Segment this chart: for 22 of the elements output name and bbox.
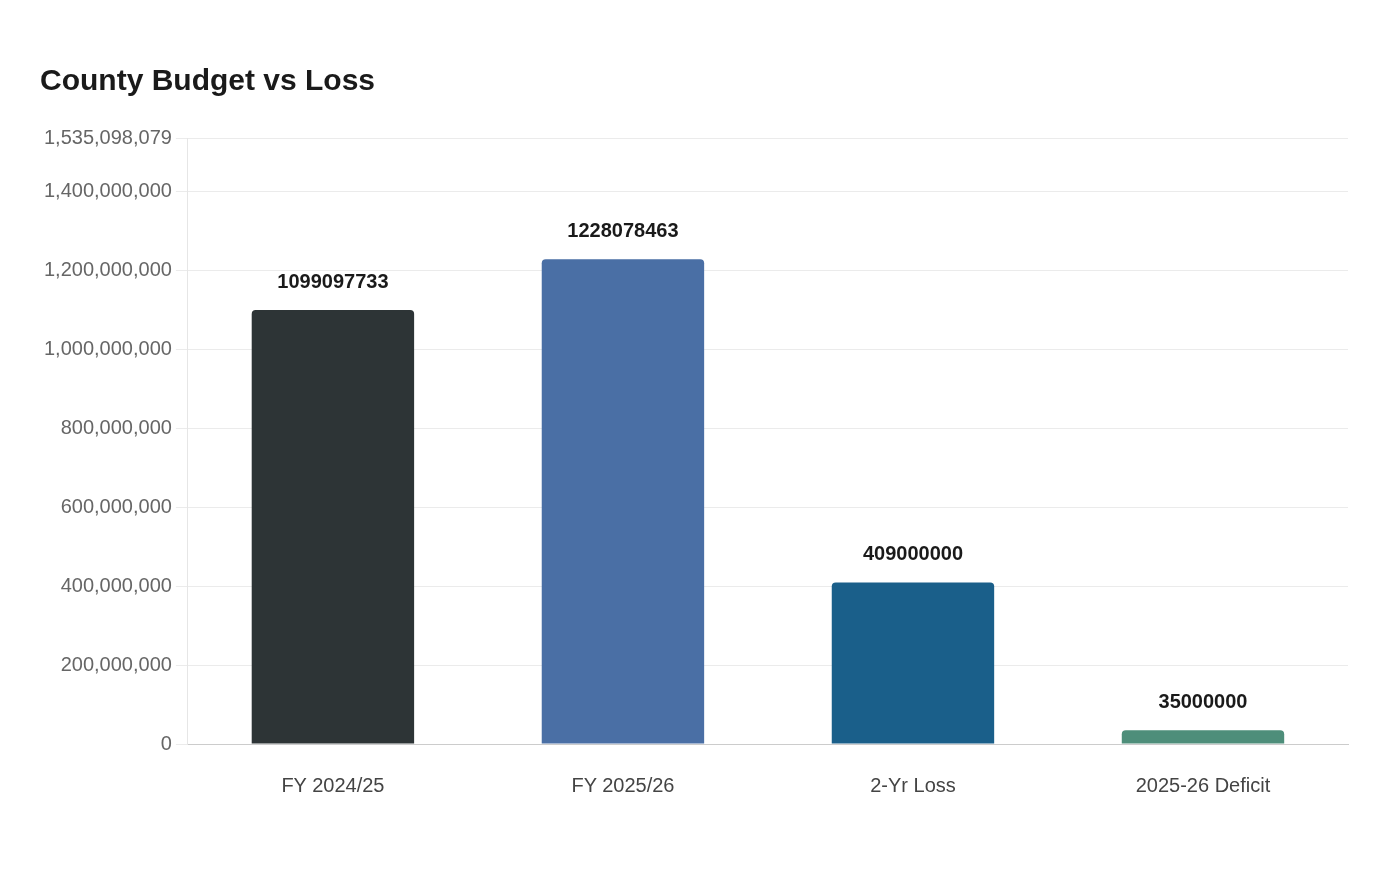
data-label: 35000000	[1158, 689, 1248, 712]
y-tick-label: 1,000,000,000	[43, 336, 172, 359]
x-tick-label: FY 2024/25	[281, 773, 385, 796]
y-tick-label: 1,400,000,000	[43, 178, 172, 201]
y-tick-label: 600,000,000	[60, 494, 172, 517]
bar	[831, 582, 995, 744]
x-tick-label: 2025-26 Deficit	[1135, 773, 1271, 796]
y-tick-label: 1,200,000,000	[43, 257, 172, 280]
data-label: 1228078463	[567, 218, 679, 241]
y-tick-label: 200,000,000	[60, 652, 172, 675]
bar	[1121, 730, 1285, 744]
y-tick-label: 400,000,000	[60, 573, 172, 596]
data-label: 409000000	[862, 542, 964, 565]
bar	[251, 310, 415, 744]
x-tick-label: 2-Yr Loss	[870, 773, 956, 796]
bar	[541, 259, 705, 744]
y-tick-label: 0	[160, 731, 172, 754]
y-tick-label: 1,535,098,079	[43, 125, 172, 148]
chart-title: County Budget vs Loss	[40, 63, 376, 97]
data-label: 1099097733	[277, 269, 389, 292]
x-tick-label: FY 2025/26	[571, 773, 675, 796]
y-tick-label: 800,000,000	[60, 415, 172, 438]
